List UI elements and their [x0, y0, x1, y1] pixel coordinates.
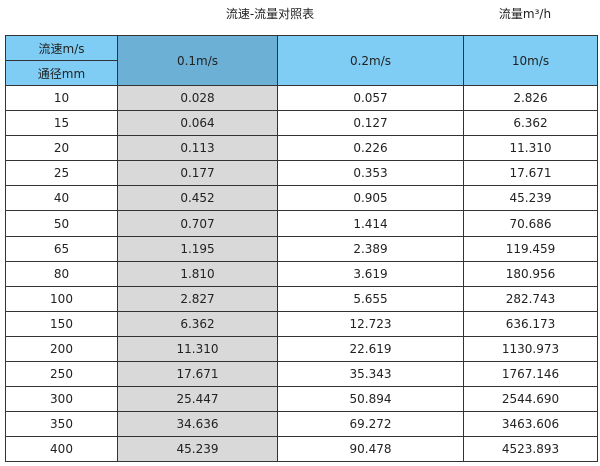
flow-cell: 90.478 — [277, 436, 464, 463]
table-row: 20 0.113 0.226 11.310 — [5, 135, 598, 162]
flow-cell: 0.127 — [277, 110, 464, 137]
flow-cell: 17.671 — [117, 361, 278, 388]
flow-cell: 1.195 — [117, 235, 278, 262]
table-row: 40 0.452 0.905 45.239 — [5, 185, 598, 212]
table-row: 50 0.707 1.414 70.686 — [5, 210, 598, 237]
flow-cell: 5.655 — [277, 285, 464, 312]
flow-cell: 636.173 — [463, 310, 598, 337]
velocity-header: 流速m/s — [5, 35, 118, 61]
table-row: 80 1.810 3.619 180.956 — [5, 260, 598, 287]
diameter-cell: 400 — [5, 436, 118, 463]
flow-cell: 0.707 — [117, 210, 278, 237]
flow-cell: 50.894 — [277, 386, 464, 413]
table-row: 15 0.064 0.127 6.362 — [5, 110, 598, 137]
unit-label: 流量m³/h — [498, 7, 552, 21]
flow-cell: 6.362 — [463, 110, 598, 137]
flow-table: 流速m/s 0.1m/s 0.2m/s 10m/s 通径mm 10 0.028 0.… — [5, 35, 598, 463]
flow-cell: 2.389 — [277, 235, 464, 262]
flow-cell: 45.239 — [463, 185, 598, 212]
flow-cell: 3463.606 — [463, 411, 598, 438]
flow-cell: 119.459 — [463, 235, 598, 262]
column-header: 10m/s — [463, 35, 598, 86]
table-row: 150 6.362 12.723 636.173 — [5, 310, 598, 337]
diameter-cell: 100 — [5, 285, 118, 312]
diameter-cell: 300 — [5, 386, 118, 413]
diameter-cell: 10 — [5, 84, 118, 112]
flow-cell: 12.723 — [277, 310, 464, 337]
table-title: 流速-流量对照表 — [225, 7, 315, 21]
table-row: 25 0.177 0.353 17.671 — [5, 160, 598, 187]
flow-cell: 282.743 — [463, 285, 598, 312]
diameter-cell: 200 — [5, 335, 118, 363]
flow-cell: 6.362 — [117, 310, 278, 337]
table-row: 100 2.827 5.655 282.743 — [5, 285, 598, 312]
flow-cell: 4523.893 — [463, 436, 598, 463]
flow-cell: 17.671 — [463, 160, 598, 187]
flow-cell: 0.452 — [117, 185, 278, 212]
diameter-header: 通径mm — [5, 60, 118, 86]
flow-cell: 0.905 — [277, 185, 464, 212]
flow-cell: 0.064 — [117, 110, 278, 137]
flow-cell: 11.310 — [463, 135, 598, 162]
diameter-cell: 150 — [5, 310, 118, 337]
flow-cell: 0.028 — [117, 84, 278, 112]
diameter-cell: 20 — [5, 135, 118, 162]
flow-cell: 0.113 — [117, 135, 278, 162]
flow-cell: 45.239 — [117, 436, 278, 463]
flow-cell: 0.226 — [277, 135, 464, 162]
flow-cell: 11.310 — [117, 335, 278, 363]
table-row: 350 34.636 69.272 3463.606 — [5, 411, 598, 438]
column-header: 0.1m/s — [117, 35, 278, 86]
flow-cell: 1.810 — [117, 260, 278, 287]
diameter-cell: 250 — [5, 361, 118, 388]
flow-cell: 3.619 — [277, 260, 464, 287]
flow-cell: 2544.690 — [463, 386, 598, 413]
flow-cell: 25.447 — [117, 386, 278, 413]
diameter-cell: 50 — [5, 210, 118, 237]
diameter-cell: 65 — [5, 235, 118, 262]
flow-cell: 1.414 — [277, 210, 464, 237]
flow-cell: 22.619 — [277, 335, 464, 363]
flow-cell: 2.827 — [117, 285, 278, 312]
diameter-cell: 15 — [5, 110, 118, 137]
flow-cell: 1130.973 — [463, 335, 598, 363]
flow-cell: 180.956 — [463, 260, 598, 287]
diameter-cell: 40 — [5, 185, 118, 212]
flow-cell: 0.177 — [117, 160, 278, 187]
table-row: 10 0.028 0.057 2.826 — [5, 84, 598, 112]
flow-cell: 35.343 — [277, 361, 464, 388]
flow-cell: 34.636 — [117, 411, 278, 438]
column-header: 0.2m/s — [277, 35, 464, 86]
flow-cell: 70.686 — [463, 210, 598, 237]
flow-cell: 0.057 — [277, 84, 464, 112]
diameter-cell: 350 — [5, 411, 118, 438]
diameter-cell: 80 — [5, 260, 118, 287]
table-row: 400 45.239 90.478 4523.893 — [5, 436, 598, 463]
table-row: 65 1.195 2.389 119.459 — [5, 235, 598, 262]
flow-cell: 0.353 — [277, 160, 464, 187]
table-row: 250 17.671 35.343 1767.146 — [5, 361, 598, 388]
flow-cell: 69.272 — [277, 411, 464, 438]
flow-cell: 2.826 — [463, 84, 598, 112]
table-row: 200 11.310 22.619 1130.973 — [5, 335, 598, 363]
flow-cell: 1767.146 — [463, 361, 598, 388]
diameter-cell: 25 — [5, 160, 118, 187]
table-row: 300 25.447 50.894 2544.690 — [5, 386, 598, 413]
